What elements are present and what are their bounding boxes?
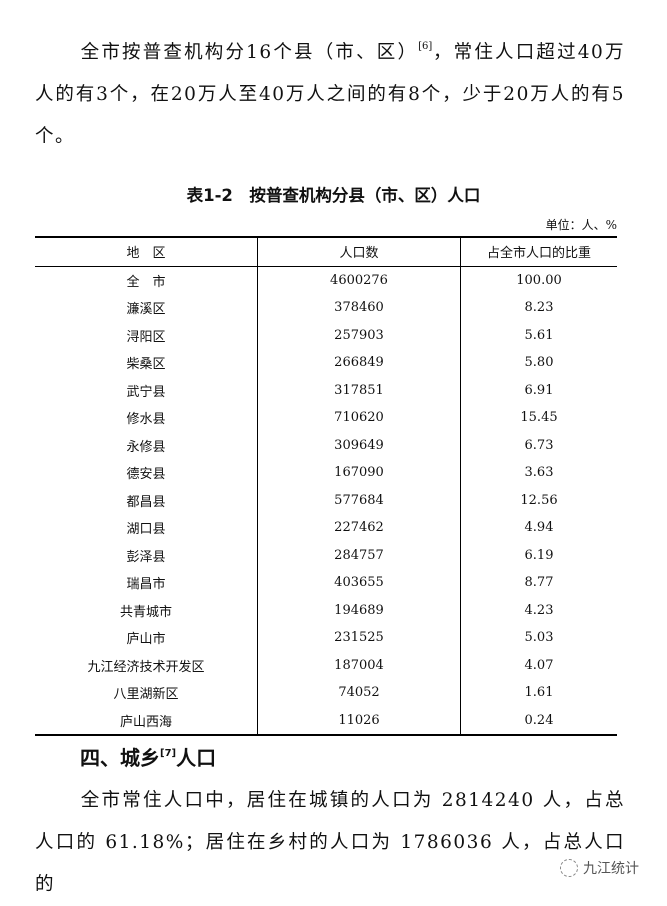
cell-region: 九江经济技术开发区 (87, 659, 205, 675)
cell-region: 都昌县 (126, 494, 166, 510)
cell-share: 12.56 (460, 486, 617, 514)
footnote-ref[interactable]: [6] (418, 41, 433, 52)
cell-region: 湖口县 (126, 522, 166, 538)
urban-rural-paragraph: 全市常住人口中，居住在城镇的人口为 2814240 人，占总人口的 61.18%… (35, 780, 625, 906)
intro-paragraph: 全市按普查机构分16个县（市、区）[6]，常住人口超过40万人的有3个，在20万… (35, 26, 625, 158)
table-row: 九江经济技术开发区 187004 4.07 (35, 651, 617, 679)
cell-population: 266849 (257, 349, 461, 377)
cell-population: 167090 (257, 459, 461, 487)
table-row: 庐山市 231525 5.03 (35, 624, 617, 652)
table-row: 湖口县 227462 4.94 (35, 514, 617, 542)
section-heading: 四、城乡[7]人口 (80, 742, 216, 771)
table-row: 柴桑区 266849 5.80 (35, 349, 617, 377)
cell-population: 11026 (257, 706, 461, 735)
cell-region: 永修县 (126, 439, 166, 455)
cell-population: 710620 (257, 404, 461, 432)
table-title: 表1-2 按普查机构分县（市、区）人口 (186, 186, 481, 205)
cell-population: 187004 (257, 651, 461, 679)
header-region: 地 区 (35, 237, 258, 267)
cell-share: 0.24 (460, 706, 617, 735)
cell-region: 濂溪区 (126, 302, 166, 318)
cell-population: 231525 (257, 624, 461, 652)
population-table: 地 区 人口数 占全市人口的比重 全 市 4600276 100.00 濂溪区 3784… (35, 236, 617, 736)
cell-share: 5.61 (460, 321, 617, 349)
cell-share: 4.07 (460, 651, 617, 679)
watermark: 九江统计 (560, 858, 639, 878)
table-unit: 单位：人、% (545, 218, 617, 232)
cell-share: 4.23 (460, 596, 617, 624)
intro-text: 全市按普查机构分16个县（市、区） (80, 42, 419, 63)
table-row: 德安县 167090 3.63 (35, 459, 617, 487)
heading-text-cont: 人口 (176, 746, 217, 770)
cell-population: 4600276 (257, 266, 461, 294)
cell-region: 浔阳区 (126, 329, 166, 345)
cell-population: 194689 (257, 596, 461, 624)
section-text: 全市常住人口中，居住在城镇的人口为 2814240 人，占总人口的 61.18%… (35, 790, 625, 895)
table-row: 八里湖新区 74052 1.61 (35, 679, 617, 707)
cell-share: 5.80 (460, 349, 617, 377)
cell-region: 柴桑区 (126, 357, 166, 373)
table-row: 共青城市 194689 4.23 (35, 596, 617, 624)
cell-share: 5.03 (460, 624, 617, 652)
cell-region: 八里湖新区 (113, 687, 179, 703)
footnote-ref[interactable]: [7] (160, 748, 177, 759)
wechat-icon (560, 859, 578, 877)
table-row: 修水县 710620 15.45 (35, 404, 617, 432)
cell-share: 4.94 (460, 514, 617, 542)
header-share: 占全市人口的比重 (460, 237, 617, 267)
table-row: 瑞昌市 403655 8.77 (35, 569, 617, 597)
cell-population: 284757 (257, 541, 461, 569)
cell-share: 100.00 (460, 266, 617, 294)
cell-population: 317851 (257, 376, 461, 404)
cell-region: 全 市 (126, 274, 166, 290)
table-row: 浔阳区 257903 5.61 (35, 321, 617, 349)
cell-share: 1.61 (460, 679, 617, 707)
heading-text: 四、城乡 (80, 746, 160, 770)
table-row: 武宁县 317851 6.91 (35, 376, 617, 404)
cell-region: 武宁县 (126, 384, 166, 400)
cell-population: 227462 (257, 514, 461, 542)
cell-region: 彭泽县 (126, 549, 166, 565)
table-row: 永修县 309649 6.73 (35, 431, 617, 459)
cell-region: 庐山市 (126, 632, 166, 648)
cell-share: 6.19 (460, 541, 617, 569)
watermark-label: 九江统计 (583, 861, 639, 877)
cell-share: 3.63 (460, 459, 617, 487)
cell-population: 577684 (257, 486, 461, 514)
header-population: 人口数 (257, 237, 461, 267)
cell-share: 6.73 (460, 431, 617, 459)
cell-share: 15.45 (460, 404, 617, 432)
cell-population: 257903 (257, 321, 461, 349)
table-row: 彭泽县 284757 6.19 (35, 541, 617, 569)
cell-region: 修水县 (126, 412, 166, 428)
cell-region: 德安县 (126, 467, 166, 483)
table-row: 濂溪区 378460 8.23 (35, 294, 617, 322)
intro-text-cont: ，常住人口超过40万人的有3个，在20万人至40万人之间的有8个，少于20万人的… (35, 42, 625, 147)
table-header-row: 地 区 人口数 占全市人口的比重 (35, 237, 617, 267)
cell-population: 309649 (257, 431, 461, 459)
cell-region: 瑞昌市 (126, 577, 166, 593)
table-row: 都昌县 577684 12.56 (35, 486, 617, 514)
cell-share: 8.23 (460, 294, 617, 322)
cell-share: 8.77 (460, 569, 617, 597)
cell-population: 403655 (257, 569, 461, 597)
cell-region: 共青城市 (119, 604, 172, 620)
table-row: 庐山西海 11026 0.24 (35, 706, 617, 735)
table-row: 全 市 4600276 100.00 (35, 266, 617, 294)
cell-population: 378460 (257, 294, 461, 322)
cell-share: 6.91 (460, 376, 617, 404)
cell-region: 庐山西海 (119, 714, 172, 730)
cell-population: 74052 (257, 679, 461, 707)
